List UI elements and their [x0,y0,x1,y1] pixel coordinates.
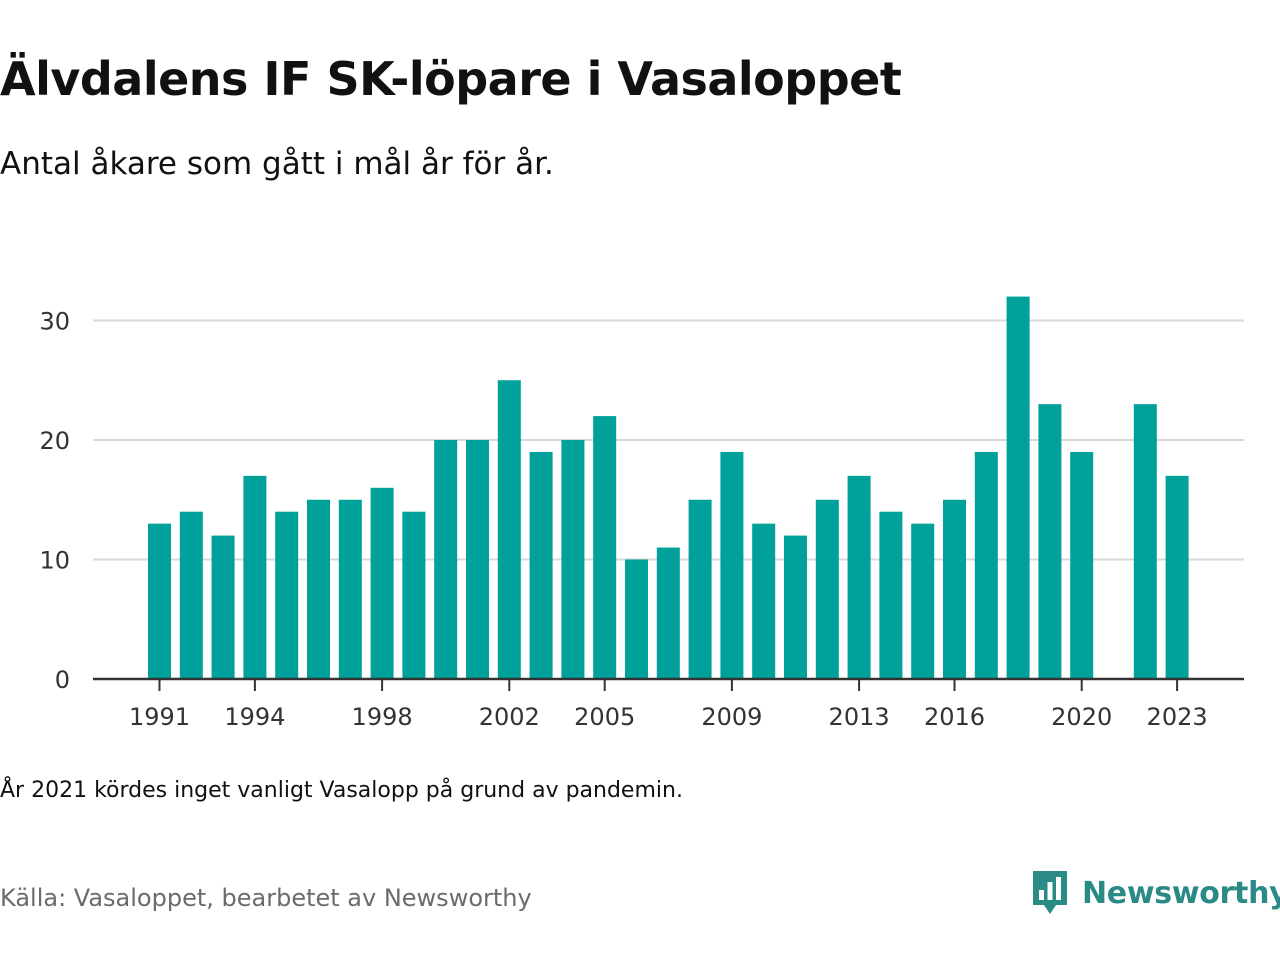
bar-1994 [243,475,267,679]
chart-subtitle: Antal åkare som gått i mål år för år. [0,146,554,182]
y-tick-label: 0 [55,666,70,694]
y-tick-label: 20 [39,427,70,455]
x-tick-label: 1998 [352,703,413,731]
bar-2023 [1165,475,1189,679]
bar-2008 [688,499,712,679]
brand-logo: Newsworthy [1030,868,1280,918]
y-tick-label: 10 [39,547,70,575]
bar-2017 [974,451,998,679]
bar-1999 [402,511,426,679]
bar-2016 [943,499,966,679]
x-tick-label: 2013 [829,703,890,731]
x-tick-label: 2002 [479,703,540,731]
bar-2006 [625,559,648,679]
bar-1998 [370,487,394,679]
bar-2009 [720,451,744,679]
bars [148,296,1189,679]
newsworthy-logo-icon [1033,871,1067,914]
bar-2002 [497,380,521,679]
x-axis-tick-labels: 1991 1994 1998 2002 2005 2009 2013 2016 2020 2023 [129,679,1208,731]
bar-2003 [529,451,553,679]
bar-2018 [1006,296,1030,679]
bar-2011 [784,535,807,679]
bar-2019 [1038,404,1062,679]
bar-2014 [879,511,903,679]
footnote: År 2021 kördes inget vanligt Vasalopp på… [0,778,683,803]
bar-2001 [466,440,489,679]
bar-1991 [148,523,171,679]
bar-2022 [1133,404,1157,679]
x-tick-label: 1994 [224,703,285,731]
source-credit: Källa: Vasaloppet, bearbetet av Newswort… [0,884,532,912]
x-tick-label: 2020 [1051,703,1112,731]
bar-1997 [338,499,362,679]
brand-name: Newsworthy [1082,875,1280,911]
bar-2012 [815,499,839,679]
x-tick-label: 2023 [1147,703,1208,731]
bar-2020 [1070,451,1094,679]
x-tick-label: 1991 [129,703,190,731]
y-tick-label: 30 [39,308,70,336]
x-tick-label: 2005 [574,703,635,731]
bar-1993 [211,535,235,679]
chart-title: Älvdalens IF SK-löpare i Vasaloppet [0,52,902,106]
bar-1995 [275,511,299,679]
y-axis-tick-labels: 0 10 20 30 [39,308,70,695]
bar-2013 [847,475,871,679]
bar-chart: 0 10 20 30 1991 1994 1998 2002 2005 2009 2013 2016… [39,296,1244,731]
bar-1996 [307,499,330,679]
x-tick-label: 2009 [701,703,762,731]
x-tick-label: 2016 [924,703,985,731]
bar-2007 [656,547,680,679]
bar-2000 [434,440,458,679]
bar-1992 [179,511,203,679]
bar-2015 [911,523,935,679]
bar-2010 [752,523,776,679]
bar-2005 [593,416,617,679]
bar-2004 [561,440,585,679]
